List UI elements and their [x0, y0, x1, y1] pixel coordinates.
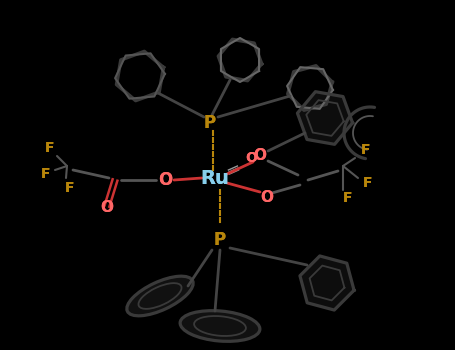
Text: O: O — [101, 201, 113, 216]
Text: O: O — [101, 201, 113, 216]
Ellipse shape — [180, 311, 260, 341]
Text: F: F — [40, 167, 50, 181]
Text: Ru: Ru — [201, 168, 229, 188]
Text: O: O — [158, 171, 172, 189]
Text: O: O — [261, 190, 273, 205]
Text: F: F — [64, 181, 74, 195]
Text: O: O — [253, 148, 267, 163]
Text: O: O — [245, 151, 257, 165]
Text: P: P — [204, 114, 216, 132]
Text: O: O — [158, 171, 172, 189]
Polygon shape — [300, 256, 354, 310]
Text: F: F — [40, 167, 50, 181]
Text: F: F — [363, 176, 373, 190]
Text: F: F — [360, 143, 370, 157]
Text: O: O — [261, 190, 273, 205]
Text: O: O — [245, 151, 257, 165]
Text: P: P — [214, 231, 226, 249]
Text: F: F — [343, 191, 353, 205]
Text: F: F — [343, 191, 353, 205]
Text: F: F — [363, 176, 373, 190]
Text: F: F — [360, 143, 370, 157]
Text: O: O — [253, 148, 267, 163]
Ellipse shape — [127, 276, 193, 316]
Text: F: F — [44, 141, 54, 155]
Text: F: F — [44, 141, 54, 155]
Polygon shape — [298, 92, 353, 144]
Text: Ru: Ru — [201, 168, 229, 188]
Text: P: P — [204, 114, 216, 132]
Text: P: P — [214, 231, 226, 249]
Text: F: F — [64, 181, 74, 195]
